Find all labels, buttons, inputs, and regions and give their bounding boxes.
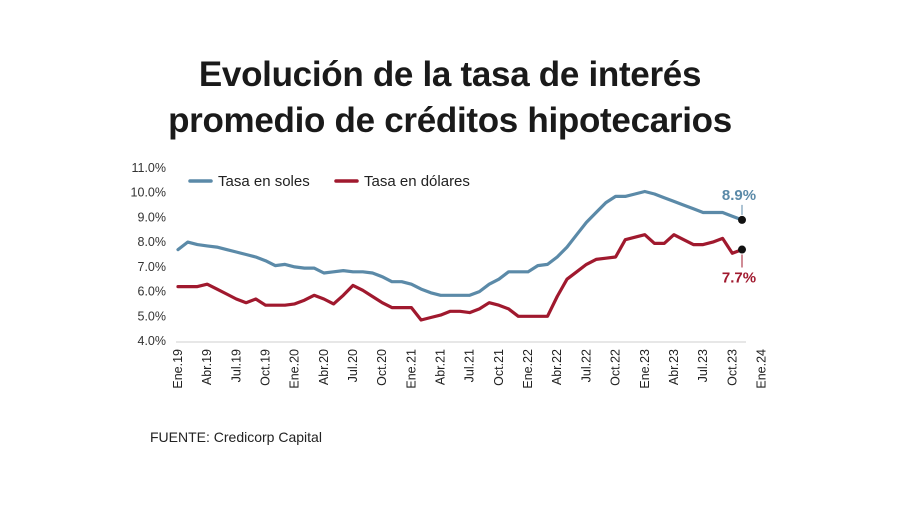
x-tick-label: Jul.20 bbox=[346, 349, 360, 382]
x-tick-label: Oct.23 bbox=[725, 349, 739, 386]
x-tick-label: Ene.24 bbox=[754, 349, 768, 389]
y-tick-label: 5.0% bbox=[138, 309, 167, 323]
x-tick-label: Jul.19 bbox=[229, 349, 243, 382]
x-tick-label: Oct.22 bbox=[609, 349, 623, 386]
y-tick-label: 9.0% bbox=[138, 210, 167, 224]
x-tick-label: Ene.20 bbox=[288, 349, 302, 389]
legend-label-soles: Tasa en soles bbox=[218, 173, 310, 190]
x-tick-label: Abr.20 bbox=[317, 349, 331, 385]
x-tick-label: Ene.21 bbox=[404, 349, 418, 389]
chart-title: Evolución de la tasa de interés promedio… bbox=[0, 52, 900, 144]
end-label-dolares: 7.7% bbox=[722, 270, 756, 287]
chart-title-line-2: promedio de créditos hipotecarios bbox=[168, 101, 732, 140]
y-tick-label: 8.0% bbox=[138, 235, 167, 249]
y-tick-label: 10.0% bbox=[131, 186, 166, 200]
y-tick-label: 11.0% bbox=[131, 161, 166, 175]
y-tick-label: 7.0% bbox=[138, 260, 167, 274]
x-tick-label: Oct.21 bbox=[492, 349, 506, 386]
x-tick-label: Ene.22 bbox=[521, 349, 535, 389]
x-tick-label: Jul.22 bbox=[579, 349, 593, 382]
x-tick-label: Jul.23 bbox=[696, 349, 710, 382]
x-tick-label: Oct.20 bbox=[375, 349, 389, 386]
series-line-soles bbox=[176, 189, 744, 297]
end-point-soles bbox=[738, 215, 746, 224]
x-tick-label: Jul.21 bbox=[463, 349, 477, 382]
series-line-dolares bbox=[176, 233, 744, 322]
x-tick-label: Ene.23 bbox=[638, 349, 652, 389]
end-label-soles: 8.9% bbox=[722, 187, 756, 204]
chart-title-line-1: Evolución de la tasa de interés bbox=[198, 55, 702, 94]
y-tick-label: 6.0% bbox=[138, 285, 167, 299]
x-tick-label: Oct.19 bbox=[259, 349, 273, 386]
y-tick-label: 4.0% bbox=[138, 334, 167, 348]
x-tick-label: Abr.21 bbox=[434, 349, 448, 385]
source-note: FUENTE: Credicorp Capital bbox=[150, 429, 322, 445]
x-tick-label: Abr.19 bbox=[200, 349, 214, 385]
x-tick-label: Abr.22 bbox=[550, 349, 564, 385]
legend-label-dolares: Tasa en dólares bbox=[364, 173, 470, 190]
x-tick-label: Ene.19 bbox=[171, 349, 185, 389]
end-point-dolares bbox=[738, 245, 746, 254]
x-tick-label: Abr.23 bbox=[667, 349, 681, 385]
